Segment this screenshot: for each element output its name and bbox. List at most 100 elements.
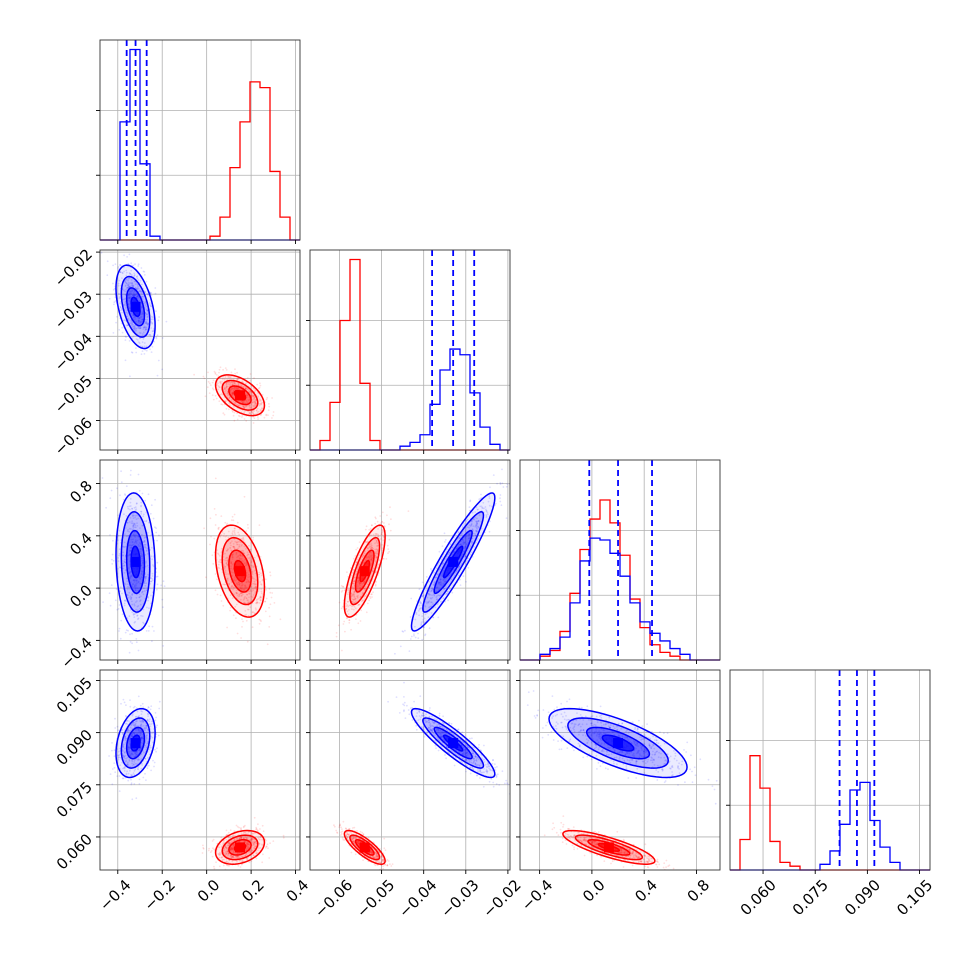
sample-point: [147, 706, 150, 709]
sample-point: [440, 582, 442, 585]
sample-point: [124, 545, 127, 548]
sample-point: [217, 552, 219, 555]
sample-point: [235, 386, 238, 389]
sample-point: [340, 584, 343, 587]
sample-point: [128, 505, 131, 508]
sample-point: [272, 411, 275, 413]
sample-point: [476, 528, 479, 530]
sample-point: [126, 521, 129, 524]
sample-point: [135, 612, 138, 615]
sample-point: [244, 558, 246, 561]
sample-point: [137, 576, 140, 579]
sample-point: [208, 392, 211, 394]
sample-point: [142, 328, 145, 330]
sample-point: [368, 558, 371, 561]
sample-point: [436, 603, 439, 606]
sample-point: [218, 526, 220, 529]
sample-point: [257, 395, 259, 397]
sample-point: [245, 564, 248, 567]
sample-point: [244, 584, 247, 587]
sample-point: [133, 295, 136, 297]
sample-point: [139, 577, 141, 579]
sample-point: [133, 327, 136, 330]
sample-point: [127, 285, 130, 288]
sample-point: [244, 404, 247, 407]
sample-point: [131, 585, 134, 588]
sample-point: [230, 560, 233, 563]
sample-point: [463, 541, 466, 544]
sample-point: [461, 543, 463, 545]
sample-point: [139, 704, 142, 707]
sample-point: [248, 590, 250, 593]
sample-point: [237, 531, 240, 534]
sample-point: [476, 522, 479, 525]
sample-point: [143, 326, 145, 329]
sample-point: [230, 567, 233, 569]
sample-point: [395, 663, 397, 665]
sample-point: [471, 542, 473, 545]
sample-point: [144, 329, 147, 332]
sample-point: [228, 402, 231, 404]
sample-point: [446, 590, 449, 593]
sample-point: [477, 537, 479, 540]
sample-point: [121, 592, 123, 595]
sample-point: [249, 548, 252, 551]
sample-point: [233, 527, 236, 530]
sample-point: [130, 284, 133, 287]
sample-point: [253, 398, 255, 401]
sample-point: [139, 555, 142, 558]
sample-point: [236, 543, 239, 546]
sample-point: [132, 292, 135, 294]
sample-point: [436, 573, 439, 576]
sample-point: [243, 407, 246, 409]
sample-point: [217, 528, 220, 531]
sample-point: [133, 316, 136, 319]
sample-point: [222, 583, 225, 586]
sample-point: [226, 522, 229, 525]
sample-point: [430, 590, 432, 593]
sample-point: [435, 596, 438, 598]
sample-point: [247, 576, 250, 579]
sample-point: [137, 473, 140, 476]
sample-point: [119, 271, 122, 273]
sample-point: [238, 533, 241, 536]
sample-point: [225, 562, 228, 565]
sample-point: [248, 861, 251, 864]
sample-point: [474, 511, 476, 513]
sample-point: [121, 311, 123, 314]
sample-point: [155, 527, 158, 530]
sample-point: [129, 281, 132, 284]
sample-point: [144, 543, 147, 546]
sample-point: [246, 554, 249, 557]
sample-point: [439, 568, 442, 571]
sample-point: [128, 253, 131, 256]
sample-point: [137, 265, 140, 267]
sample-point: [232, 390, 235, 392]
sample-point: [133, 506, 136, 509]
sample-point: [231, 556, 234, 558]
sample-point: [243, 411, 246, 414]
sample-point: [226, 381, 229, 384]
sample-point: [246, 394, 248, 397]
sample-point: [129, 498, 132, 500]
sample-point: [141, 571, 144, 573]
sample-point: [231, 382, 234, 384]
sample-point: [488, 495, 491, 497]
sample-point: [461, 525, 464, 528]
sample-point: [123, 604, 126, 607]
sample-point: [113, 755, 116, 757]
sample-point: [469, 525, 472, 528]
sample-point: [441, 575, 444, 578]
contour-line: [120, 275, 151, 338]
sample-point: [352, 608, 355, 611]
sample-point: [335, 632, 338, 634]
sample-point: [226, 392, 229, 395]
sample-point: [144, 546, 147, 549]
sample-point: [259, 619, 262, 621]
sample-point: [249, 379, 252, 382]
hist-panel-3: [726, 669, 931, 874]
sample-point: [475, 523, 478, 526]
sample-point: [165, 320, 168, 323]
sample-point: [376, 549, 379, 551]
sample-point: [229, 547, 231, 549]
